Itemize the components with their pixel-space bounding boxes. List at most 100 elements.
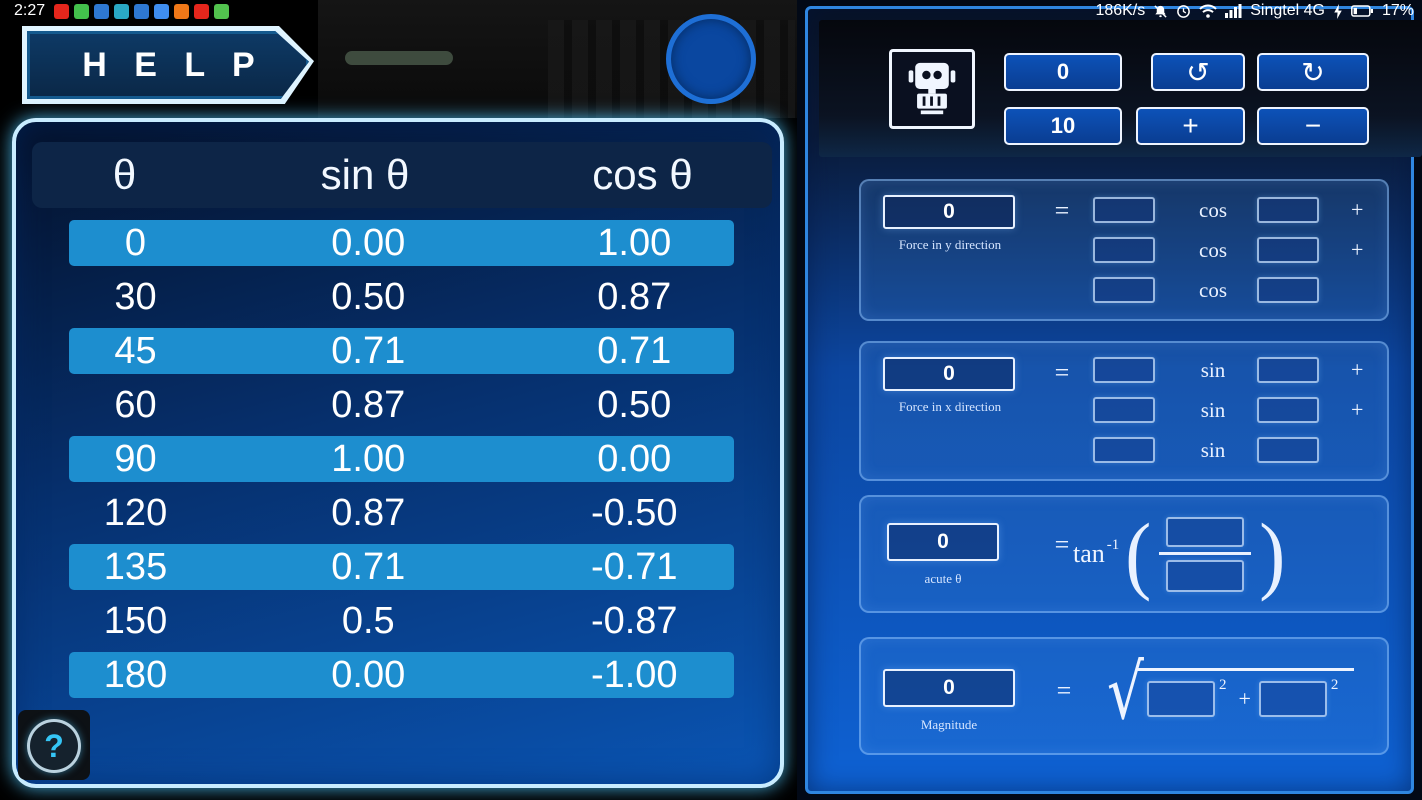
force-slot[interactable] — [1093, 397, 1155, 423]
table-row: 150 0.5 -0.87 — [69, 598, 734, 644]
network-speed: 186K/s — [1095, 2, 1146, 19]
table-header-cos: cos θ — [592, 151, 693, 198]
decrease-button[interactable]: − — [1257, 107, 1369, 145]
open-paren: ( — [1125, 504, 1152, 603]
app-notification-icon — [134, 3, 150, 19]
force-x-equals: = — [1054, 358, 1070, 387]
battery-icon — [1351, 4, 1374, 18]
force-slot[interactable] — [1093, 437, 1155, 463]
cos-label: cos — [1199, 237, 1227, 262]
plus-sign: + — [1351, 397, 1364, 422]
mute-bell-icon — [1153, 4, 1168, 19]
table-row: 0 0.00 1.00 — [69, 220, 734, 266]
table-cell: 60 — [114, 383, 157, 426]
acute-theta-section: 0 acute θ = tan -1 ( ) — [859, 495, 1389, 613]
table-cell: 45 — [114, 329, 157, 372]
force-y-section: 0 Force in y direction = cos + cos + — [859, 179, 1389, 321]
term-row: sin + — [1093, 390, 1363, 430]
help-button-label: H E L P — [27, 31, 309, 99]
numerator-slot[interactable] — [1166, 516, 1245, 547]
term-row: cos — [1093, 270, 1363, 310]
app-notification-icon — [174, 3, 190, 19]
table-row: 135 0.71 -0.71 — [69, 544, 734, 590]
robot-icon — [908, 62, 956, 115]
angle-value-box[interactable]: 0 — [1004, 53, 1122, 91]
table-row: 45 0.71 0.71 — [69, 328, 734, 374]
component-slot[interactable] — [1258, 680, 1327, 717]
messaging-notification-icon — [74, 3, 90, 19]
close-paren: ) — [1259, 504, 1286, 603]
cos-label: cos — [1199, 277, 1227, 302]
force-x-label: Force in x direction — [898, 399, 1002, 414]
fraction — [1159, 516, 1252, 592]
table-cell: 1.00 — [331, 437, 406, 480]
magnitude-value-box[interactable]: 0 — [883, 669, 1015, 707]
youtube-notification-icon — [194, 3, 210, 19]
table-header-sin: sin θ — [320, 151, 410, 198]
table-cell: 135 — [103, 545, 168, 588]
table-cell: 0.50 — [597, 383, 672, 426]
tan-label: tan — [1073, 539, 1105, 568]
angle-slot[interactable] — [1257, 357, 1319, 383]
force-value-box[interactable]: 10 — [1004, 107, 1122, 145]
denominator-slot[interactable] — [1166, 559, 1245, 592]
status-bar: 2:27 186K/s — [0, 0, 1422, 22]
drive-notification-icon — [154, 3, 170, 19]
acute-theta-expression: tan -1 ( ) — [1073, 497, 1287, 611]
rotate-cw-button[interactable]: ↻ — [1257, 53, 1369, 91]
acute-theta-value-box[interactable]: 0 — [887, 523, 999, 561]
plus-sign: + — [1351, 237, 1364, 262]
force-slot[interactable] — [1093, 237, 1155, 263]
carrier-label: Singtel 4G — [1250, 2, 1325, 19]
angle-slot[interactable] — [1257, 437, 1319, 463]
app-notification-icon — [114, 3, 130, 19]
table-cell: 180 — [103, 653, 168, 696]
table-cell: 0.00 — [597, 437, 672, 480]
force-y-value-box[interactable]: 0 — [883, 195, 1015, 229]
force-x-terms: sin + sin + sin — [1093, 350, 1363, 470]
table-cell: -0.87 — [590, 599, 678, 642]
term-row: cos + — [1093, 190, 1363, 230]
force-y-equals: = — [1054, 196, 1070, 225]
table-cell: -0.71 — [590, 545, 678, 588]
right-panel: 0 10 ↺ ↻ + − 0 Force in y direction = co… — [797, 0, 1422, 800]
angle-slot[interactable] — [1257, 237, 1319, 263]
component-slot[interactable] — [1146, 680, 1215, 717]
acute-theta-label: acute θ — [924, 571, 962, 586]
term-row: cos + — [1093, 230, 1363, 270]
table-cell: 90 — [114, 437, 157, 480]
angle-slot[interactable] — [1257, 277, 1319, 303]
increase-button[interactable]: + — [1136, 107, 1245, 145]
table-row: 120 0.87 -0.50 — [69, 490, 734, 536]
force-x-value-box[interactable]: 0 — [883, 357, 1015, 391]
machine-light — [345, 51, 453, 65]
table-cell: 0.50 — [331, 275, 406, 318]
question-help-button[interactable]: ? — [27, 719, 81, 773]
force-x-section: 0 Force in x direction = sin + sin + — [859, 341, 1389, 481]
table-cell: 0 — [124, 221, 147, 264]
plus-sign: + — [1351, 357, 1364, 382]
rotate-ccw-button[interactable]: ↺ — [1151, 53, 1245, 91]
force-slot[interactable] — [1093, 197, 1155, 223]
angle-slot[interactable] — [1257, 197, 1319, 223]
table-cell: 150 — [103, 599, 168, 642]
robot-icon-box[interactable] — [889, 49, 975, 129]
blue-dial-button[interactable] — [666, 14, 756, 104]
plus-sign: + — [1238, 685, 1251, 711]
force-slot[interactable] — [1093, 277, 1155, 303]
trig-table-body: 0 0.00 1.00 30 0.50 0.87 45 0.71 0.71 60 0.87 0.50 9… — [69, 220, 734, 706]
youtube-notification-icon — [54, 3, 70, 19]
status-bar-right: 186K/s — [1095, 0, 1414, 22]
angle-slot[interactable] — [1257, 397, 1319, 423]
table-cell: 1.00 — [597, 221, 672, 264]
term-row: sin + — [1093, 350, 1363, 390]
table-cell: 30 — [114, 275, 157, 318]
fraction-line — [1159, 551, 1252, 555]
table-cell: 0.00 — [331, 653, 406, 696]
app-notification-icon — [94, 3, 110, 19]
help-button[interactable]: H E L P — [22, 26, 314, 104]
force-slot[interactable] — [1093, 357, 1155, 383]
plus-sign: + — [1351, 197, 1364, 222]
sqrt-symbol: √ — [1107, 647, 1144, 737]
